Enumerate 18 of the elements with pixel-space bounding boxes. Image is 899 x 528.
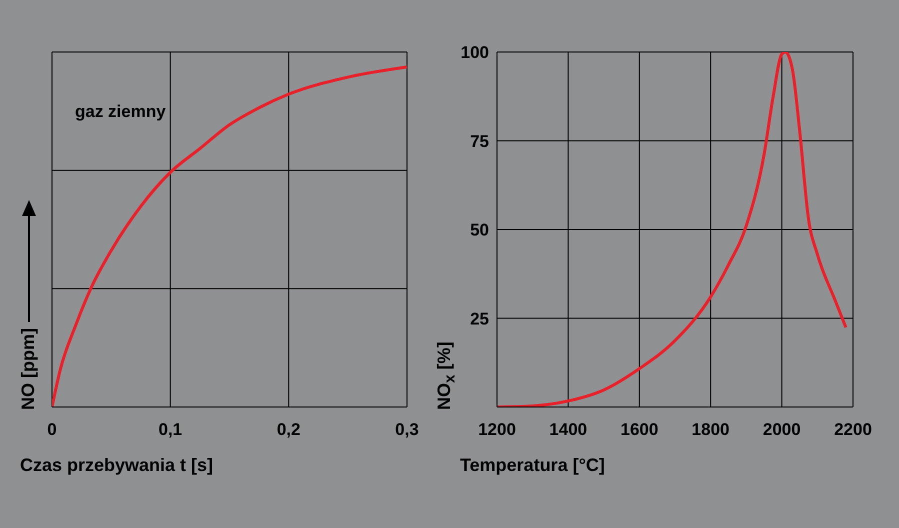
y-tick-label: 75: [470, 132, 489, 151]
y-tick-label: 25: [470, 309, 489, 328]
x-tick-label: 2000: [762, 420, 801, 440]
y-tick-label: 100: [460, 43, 489, 62]
x-tick-label: 1800: [692, 420, 730, 440]
x-tick-label: 0,1: [158, 420, 182, 440]
x-axis-title: Czas przebywania t [s]: [20, 455, 214, 476]
y-tick-label: 50: [470, 220, 489, 240]
x-tick-label: 0,2: [276, 420, 300, 440]
y-axis-title: NO [ppm]: [18, 328, 38, 410]
x-axis-title: Temperatura [°C]: [460, 455, 605, 476]
x-tick-label: 2200: [834, 420, 872, 440]
x-tick-label: 1400: [549, 420, 588, 440]
x-tick-label: 1600: [620, 420, 658, 440]
x-tick-label: 1200: [478, 420, 516, 440]
x-tick-label: 0: [47, 420, 57, 440]
x-tick-label: 0,3: [395, 420, 419, 440]
annotation: gaz ziemny: [75, 102, 166, 122]
